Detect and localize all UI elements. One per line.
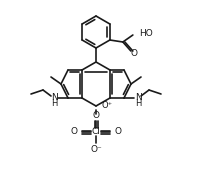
Text: Cl: Cl [92, 128, 100, 137]
Text: O: O [114, 128, 122, 137]
Text: O: O [71, 128, 78, 137]
Text: H: H [51, 98, 57, 107]
Text: O⁻: O⁻ [90, 146, 102, 155]
Text: H: H [135, 98, 141, 107]
Text: N: N [135, 92, 141, 101]
Text: HO: HO [139, 29, 153, 38]
Text: O: O [130, 49, 137, 58]
Text: O: O [92, 110, 100, 120]
Text: O⁺: O⁺ [101, 100, 112, 109]
Text: N: N [51, 92, 57, 101]
